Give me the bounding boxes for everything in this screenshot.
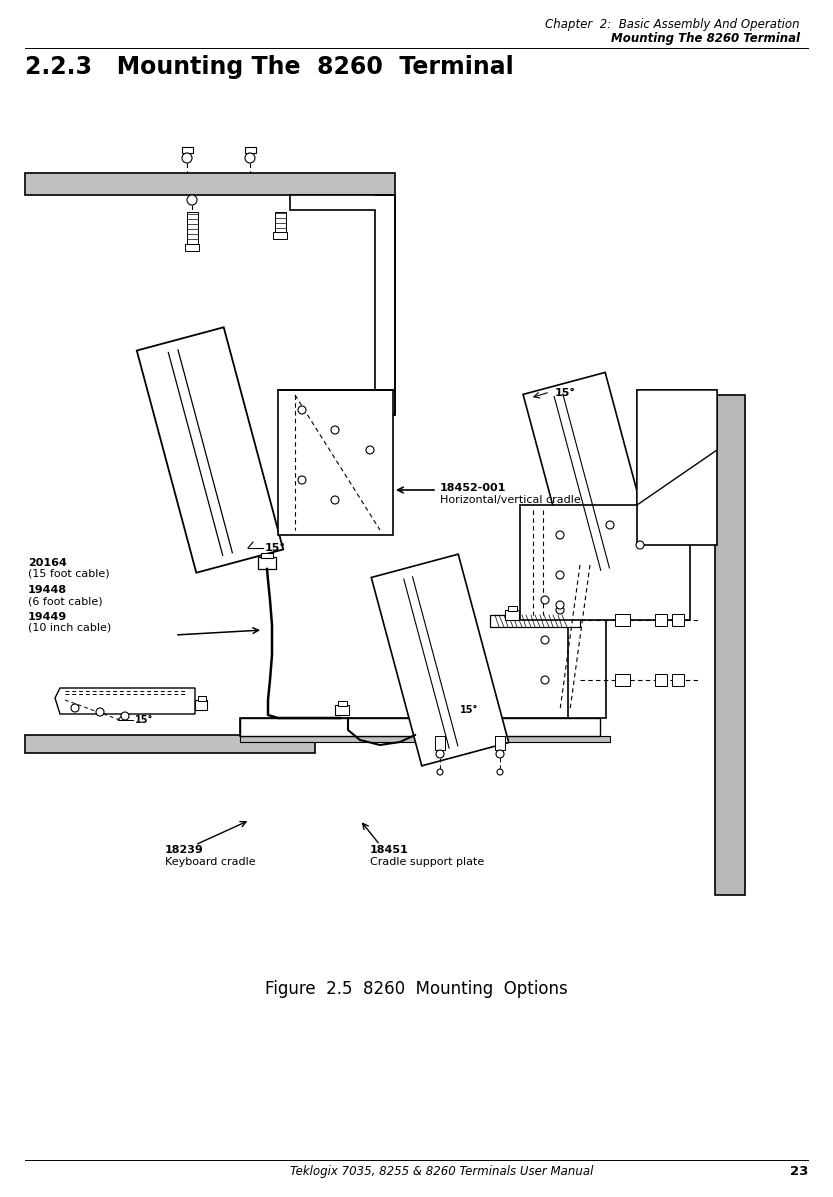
Polygon shape [372,554,509,766]
Text: Mounting The 8260 Terminal: Mounting The 8260 Terminal [611,32,800,45]
Bar [245,147,256,153]
Bar [273,232,287,239]
Text: (15 foot cable): (15 foot cable) [28,569,110,579]
Bar [435,736,445,751]
Polygon shape [290,195,395,415]
Bar [655,614,667,626]
Polygon shape [55,688,195,713]
Bar [198,695,206,701]
Text: 15°: 15° [135,715,153,725]
Polygon shape [137,327,283,572]
Bar [615,674,630,686]
Bar [187,212,198,244]
Bar [637,390,717,545]
Circle shape [541,596,549,604]
Circle shape [96,707,104,716]
Text: (6 foot cable): (6 foot cable) [28,596,102,606]
Circle shape [298,406,306,414]
Bar [258,557,276,569]
Text: 19448: 19448 [28,585,67,595]
Text: Teklogix 7035, 8255 & 8260 Terminals User Manual: Teklogix 7035, 8255 & 8260 Terminals Use… [290,1165,593,1178]
Circle shape [298,476,306,484]
Circle shape [245,153,255,163]
Bar [495,736,505,751]
Bar [508,606,517,610]
Circle shape [121,712,129,721]
Polygon shape [523,372,657,588]
Text: 19449: 19449 [28,612,67,622]
Text: Figure  2.5  8260  Mounting  Options: Figure 2.5 8260 Mounting Options [265,980,567,998]
Bar [25,174,395,195]
Text: Horizontal/vertical cradle: Horizontal/vertical cradle [440,496,581,505]
Text: 18239: 18239 [165,845,204,855]
Circle shape [556,531,564,539]
Bar [275,212,286,232]
Bar [490,615,580,627]
Circle shape [556,571,564,579]
Bar [185,244,199,251]
Bar [261,553,273,558]
Bar [195,700,207,710]
Text: 20164: 20164 [28,558,67,569]
Bar [672,614,684,626]
Circle shape [331,496,339,504]
Bar [240,718,600,736]
Circle shape [556,606,564,614]
Bar [278,390,393,535]
Text: 18451: 18451 [370,845,409,855]
Bar [240,736,610,742]
Bar [672,674,684,686]
Circle shape [187,195,197,205]
Bar [505,610,519,620]
Text: Cradle support plate: Cradle support plate [370,857,484,867]
Circle shape [496,751,504,758]
Bar [25,735,315,753]
Circle shape [437,768,443,774]
Circle shape [497,768,503,774]
Circle shape [182,153,192,163]
Bar [568,560,606,718]
Text: 18452-001: 18452-001 [440,484,506,493]
Polygon shape [637,390,717,505]
Bar [655,674,667,686]
Bar [338,701,347,706]
Bar [335,705,349,715]
Polygon shape [240,718,600,736]
Text: 15°: 15° [265,543,286,553]
Bar [520,505,690,620]
Circle shape [71,704,79,712]
Circle shape [541,676,549,683]
Bar [182,147,193,153]
Text: 15°: 15° [460,705,478,715]
Circle shape [366,446,374,454]
Circle shape [331,426,339,435]
Text: (10 inch cable): (10 inch cable) [28,622,112,633]
Circle shape [436,751,444,758]
Circle shape [556,601,564,609]
Circle shape [636,541,644,549]
Text: 15°: 15° [555,388,576,397]
Text: Chapter  2:  Basic Assembly And Operation: Chapter 2: Basic Assembly And Operation [546,18,800,31]
Text: 23: 23 [790,1165,808,1178]
Bar [715,395,745,895]
Bar [615,614,630,626]
Text: 2.2.3   Mounting The  8260  Terminal: 2.2.3 Mounting The 8260 Terminal [25,55,514,79]
Circle shape [541,636,549,644]
Text: Keyboard cradle: Keyboard cradle [165,857,256,867]
Circle shape [606,521,614,529]
